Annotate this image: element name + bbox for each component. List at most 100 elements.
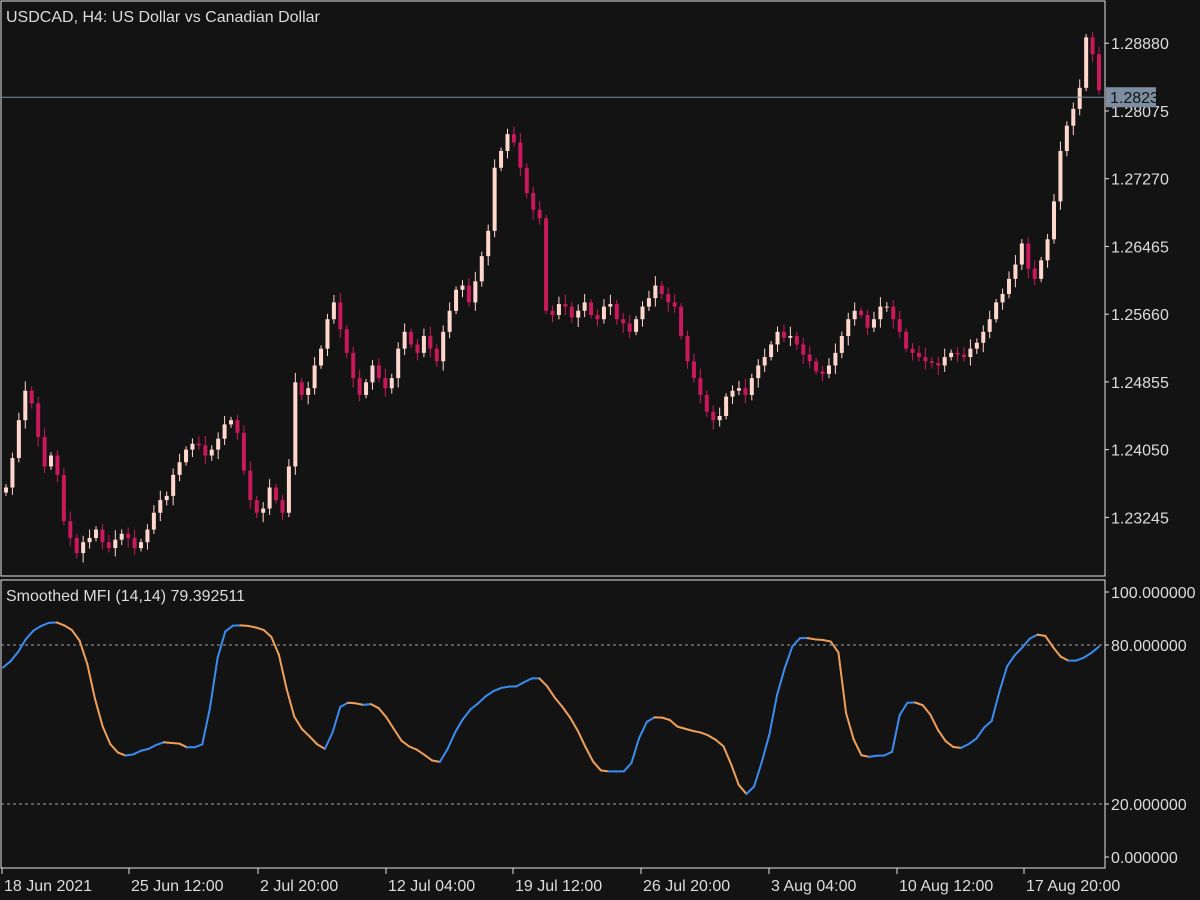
mfi-segment [737,783,748,795]
candle-body [132,537,137,549]
candle-body [788,336,793,338]
mfi-segment [668,718,679,728]
mfi-segment [661,716,671,721]
indicator-tick-label: 100.000000 [1111,585,1196,602]
candle-body [1000,293,1005,303]
candle-body [338,302,343,330]
mfi-segment [346,701,357,705]
candle-body [949,352,954,358]
mfi-segment [1006,654,1016,668]
candle-body [781,331,786,338]
candle-body [511,134,516,143]
mfi-segment [392,728,403,742]
candle-body [1071,108,1076,126]
mfi-segment [477,695,487,705]
mfi-segment [300,728,311,738]
candle-body [364,382,369,395]
candle-body [1045,239,1050,261]
candle-body [505,134,510,151]
candle-body [81,542,86,554]
mfi-segment [178,742,188,749]
indicator-pane[interactable]: Smoothed MFI (14,14) 79.392511 100.00000… [0,579,1196,869]
candle-body [942,357,947,366]
mfi-segment [239,624,250,627]
candle-body [4,487,8,493]
mfi-segment [891,713,901,753]
candle-body [280,500,285,513]
candle-body [608,304,613,307]
candle-body [621,319,626,324]
candle-body [916,352,921,358]
mfi-segment [109,743,119,754]
mfi-segment [1013,646,1024,657]
candle-body [319,348,324,366]
candle-body [74,537,79,554]
candle-body [704,394,709,412]
mfi-segment [768,693,779,736]
candle-body [216,438,221,450]
mfi-segment [983,720,993,729]
mfi-segment [837,651,848,715]
mfi-segment [952,746,963,749]
candle-body [196,443,201,446]
mfi-segment [40,621,50,627]
mfi-line-group [2,621,1100,795]
candle-body [1064,125,1069,151]
candle-body [576,310,581,318]
candle-body [396,348,401,379]
mfi-segment [822,638,832,643]
mfi-segment [124,753,135,757]
mfi-segment [722,745,733,766]
candle-body [421,336,426,353]
mfi-segment [960,743,970,749]
time-tick-label: 10 Aug 12:00 [899,878,993,895]
candle-body [711,411,716,421]
mfi-segment [638,720,648,740]
candle-body [177,462,182,475]
candle-body [61,474,66,522]
mfi-segment [385,716,395,731]
candle-body [171,474,176,496]
mfi-segment [1059,655,1070,662]
mfi-segment [331,706,342,734]
mfi-segment [1021,637,1032,649]
mfi-segment [868,754,878,758]
mfi-segment [714,738,725,748]
mfi-segment [898,701,909,716]
mfi-segment [262,628,273,638]
candle-body [904,331,909,349]
candle-body [595,315,600,320]
candle-body [306,388,311,395]
candle-body [769,344,774,358]
candle-body [833,352,838,366]
mfi-segment [776,667,786,696]
mfi-segment [101,725,112,746]
candle-body [556,304,561,316]
time-tick-label: 26 Jul 20:00 [643,878,730,895]
candle-body [492,167,497,231]
candle-body [981,331,986,343]
mfi-segment [32,624,43,632]
mfi-segment [561,706,572,719]
candle-body [151,512,156,530]
candle-body [679,306,684,337]
mfi-segment [70,629,81,642]
candle-body [846,319,851,337]
candle-body [955,352,960,355]
candles-group [4,31,1101,563]
mfi-segment [362,703,372,706]
mfi-segment [684,727,694,732]
candle-body [351,352,356,379]
mfi-segment [369,703,380,710]
mfi-segment [515,681,526,688]
time-tick-label: 12 Jul 04:00 [388,878,475,895]
mfi-segment [400,739,411,748]
mfi-segment [354,702,365,706]
candle-body [100,529,105,543]
candle-body [569,306,574,318]
price-pane[interactable]: USDCAD, H4: US Dollar vs Canadian Dollar… [0,0,1169,577]
mfi-segment [254,626,265,631]
price-pane-frame [0,0,1106,577]
mfi-segment [63,624,73,632]
candle-body [717,415,722,421]
